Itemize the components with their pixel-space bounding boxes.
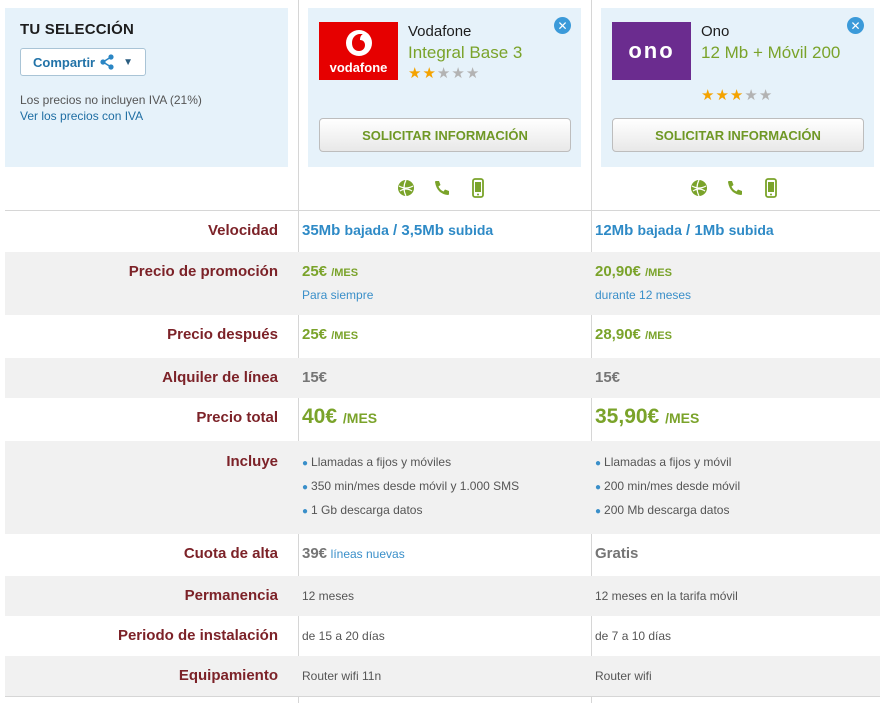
star-empty-icon: ★ bbox=[744, 87, 758, 104]
list-item: ● 200 Mb descarga datos bbox=[595, 503, 730, 517]
table-row bbox=[5, 576, 880, 616]
table-row bbox=[5, 252, 880, 315]
promo-note: durante 12 meses bbox=[595, 288, 692, 302]
list-item: ● Llamadas a fijos y móviles bbox=[302, 455, 452, 469]
vat-prices-link[interactable]: Ver los precios con IVA bbox=[20, 109, 144, 123]
vat-note: Los precios no incluyen IVA (21%) bbox=[20, 93, 202, 107]
setup-fee: Gratis bbox=[595, 545, 639, 562]
share-label: Compartir bbox=[33, 54, 96, 70]
line-rental: 15€ bbox=[595, 369, 621, 386]
table-row bbox=[5, 534, 880, 576]
speed-value: 12Mb bajada / 1Mb subida bbox=[595, 222, 774, 239]
provider-name: Ono bbox=[701, 23, 730, 40]
provider-card-vodafone: vodafone Vodafone Integral Base 3 ★ ★ ★ ★ ★ … bbox=[308, 8, 581, 167]
row-label-commitment: Permanencia bbox=[184, 587, 278, 604]
star-empty-icon: ★ bbox=[758, 87, 773, 104]
row-label-after: Precio después bbox=[167, 326, 278, 343]
star-empty-icon: ★ bbox=[451, 65, 465, 82]
star-empty-icon: ★ bbox=[465, 65, 480, 82]
column-divider bbox=[591, 0, 592, 703]
column-divider bbox=[298, 0, 299, 703]
row-label-total: Precio total bbox=[196, 409, 278, 426]
plan-name[interactable]: 12 Mb + Móvil 200 bbox=[701, 43, 841, 62]
install-period: de 15 a 20 días bbox=[302, 629, 385, 643]
star-filled-icon: ★ bbox=[422, 65, 436, 82]
table-row bbox=[5, 656, 880, 696]
table-row bbox=[5, 398, 880, 441]
service-icons bbox=[396, 178, 488, 198]
request-info-button[interactable]: SOLICITAR INFORMACIÓN bbox=[319, 118, 571, 152]
vodafone-logo-text: vodafone bbox=[329, 59, 388, 75]
selection-panel: TU SELECCIÓN Compartir ▼ Los precios no … bbox=[5, 8, 288, 167]
share-button[interactable]: Compartir ▼ bbox=[20, 48, 146, 76]
line-rental: 15€ bbox=[302, 369, 328, 386]
row-label-speed: Velocidad bbox=[207, 222, 278, 239]
install-period: de 7 a 10 días bbox=[595, 629, 672, 643]
phone-icon bbox=[432, 178, 452, 198]
vodafone-logo: vodafone bbox=[319, 22, 398, 80]
internet-globe-icon bbox=[396, 178, 416, 198]
star-filled-icon: ★ bbox=[729, 87, 744, 104]
table-row bbox=[5, 315, 880, 358]
provider-name: Vodafone bbox=[408, 23, 472, 40]
star-filled-icon: ★ bbox=[701, 87, 715, 104]
phone-icon bbox=[725, 178, 745, 198]
total-price: 40€ /MES bbox=[302, 405, 378, 428]
row-label-line: Alquiler de línea bbox=[162, 369, 278, 386]
rating-stars: ★ ★ ★ ★ ★ bbox=[701, 88, 772, 103]
list-item: ● 1 Gb descarga datos bbox=[302, 503, 423, 517]
star-empty-icon: ★ bbox=[436, 65, 451, 82]
request-info-button[interactable]: SOLICITAR INFORMACIÓN bbox=[612, 118, 864, 152]
promo-price: 20,90€ /MES bbox=[595, 263, 672, 280]
ono-logo: ono bbox=[612, 22, 691, 80]
commitment: 12 meses en la tarifa móvil bbox=[595, 589, 738, 603]
equipment: Router wifi bbox=[595, 669, 652, 683]
list-item: ● 350 min/mes desde móvil y 1.000 SMS bbox=[302, 479, 520, 493]
list-item: ● Llamadas a fijos y móvil bbox=[595, 455, 732, 469]
provider-card-ono: ono Ono 12 Mb + Móvil 200 ★ ★ ★ ★ ★ ✕ SOLICI… bbox=[601, 8, 874, 167]
setup-fee: 39€ líneas nuevas bbox=[302, 545, 405, 562]
vodafone-speechmark-icon bbox=[345, 29, 372, 56]
star-filled-icon: ★ bbox=[715, 87, 729, 104]
row-label-install: Periodo de instalación bbox=[117, 627, 278, 644]
promo-note: Para siempre bbox=[302, 288, 374, 302]
includes-list: ● Llamadas a fijos y móviles ● 350 min/mes… bbox=[302, 453, 519, 525]
includes-list: ● Llamadas a fijos y móvil ● 200 min/mes d… bbox=[595, 453, 740, 525]
plan-name[interactable]: Integral Base 3 bbox=[408, 43, 523, 62]
selection-title: TU SELECCIÓN bbox=[20, 21, 135, 38]
list-item: ● 200 min/mes desde móvil bbox=[595, 479, 741, 493]
close-icon[interactable]: ✕ bbox=[554, 17, 571, 34]
mobile-icon bbox=[761, 178, 781, 198]
equipment: Router wifi 11n bbox=[302, 669, 382, 683]
ono-logo-text: ono bbox=[628, 38, 675, 63]
internet-globe-icon bbox=[689, 178, 709, 198]
chevron-down-icon: ▼ bbox=[123, 56, 134, 68]
promo-price: 25€ /MES bbox=[302, 263, 359, 280]
table-row bbox=[5, 358, 880, 398]
rating-stars: ★ ★ ★ ★ ★ bbox=[408, 66, 479, 81]
close-icon[interactable]: ✕ bbox=[847, 17, 864, 34]
row-label-setup: Cuota de alta bbox=[183, 545, 278, 562]
mobile-icon bbox=[468, 178, 488, 198]
table-row bbox=[5, 441, 880, 534]
service-icons bbox=[689, 178, 781, 198]
after-price: 25€ /MES bbox=[302, 326, 359, 343]
share-icon bbox=[100, 54, 114, 70]
row-label-promo: Precio de promoción bbox=[128, 263, 278, 280]
divider bbox=[5, 696, 880, 697]
star-filled-icon: ★ bbox=[408, 65, 422, 82]
divider bbox=[5, 210, 880, 211]
total-price: 35,90€ /MES bbox=[595, 405, 700, 428]
commitment: 12 meses bbox=[302, 589, 355, 603]
after-price: 28,90€ /MES bbox=[595, 326, 672, 343]
row-label-equipment: Equipamiento bbox=[178, 667, 278, 684]
speed-value: 35Mb bajada / 3,5Mb subida bbox=[302, 222, 494, 239]
row-label-includes: Incluye bbox=[226, 453, 278, 470]
